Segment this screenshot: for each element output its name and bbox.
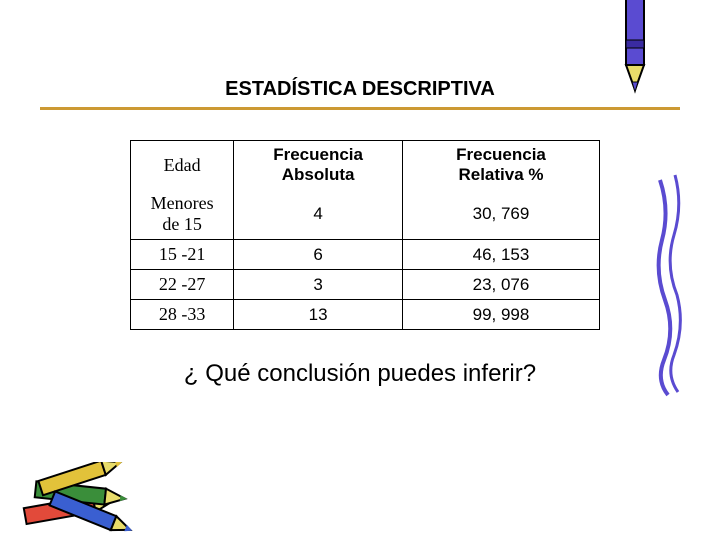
cell-rel: 46, 153 — [403, 240, 600, 270]
table-row: 15 -21 6 46, 153 — [131, 240, 600, 270]
table: Edad Frecuencia Absoluta Frecuencia Rela… — [130, 140, 600, 330]
cell-edad: Menores de 15 — [131, 189, 234, 240]
cell-rel: 23, 076 — [403, 270, 600, 300]
cell-rel: 99, 998 — [403, 300, 600, 330]
table-header-row: Edad Frecuencia Absoluta Frecuencia Rela… — [131, 141, 600, 190]
question-text: ¿ Qué conclusión puedes inferir? — [0, 360, 720, 388]
title-bar: ESTADÍSTICA DESCRIPTIVA — [40, 78, 680, 110]
col-header-rel: Frecuencia Relativa % — [403, 141, 600, 190]
col-header-abs-l1: Frecuencia — [273, 145, 363, 164]
crayons-icon — [20, 462, 190, 532]
cell-edad: 15 -21 — [131, 240, 234, 270]
cell-edad: 22 -27 — [131, 270, 234, 300]
edad-l2: de 15 — [162, 214, 202, 234]
col-header-abs-l2: Absoluta — [282, 165, 355, 184]
table-row: 22 -27 3 23, 076 — [131, 270, 600, 300]
cell-abs: 13 — [234, 300, 403, 330]
cell-edad: 28 -33 — [131, 300, 234, 330]
title-underline — [40, 107, 680, 110]
frequency-table: Edad Frecuencia Absoluta Frecuencia Rela… — [130, 140, 600, 330]
col-header-rel-l2: Relativa % — [458, 165, 543, 184]
page-title: ESTADÍSTICA DESCRIPTIVA — [40, 78, 680, 107]
table-row: Menores de 15 4 30, 769 — [131, 189, 600, 240]
crayon-scribble-icon — [650, 170, 690, 400]
cell-abs: 4 — [234, 189, 403, 240]
cell-abs: 3 — [234, 270, 403, 300]
edad-l1: Menores — [151, 193, 214, 213]
col-header-rel-l1: Frecuencia — [456, 145, 546, 164]
table-row: 28 -33 13 99, 998 — [131, 300, 600, 330]
crayon-icon — [610, 0, 660, 100]
cell-rel: 30, 769 — [403, 189, 600, 240]
cell-abs: 6 — [234, 240, 403, 270]
col-header-edad: Edad — [131, 141, 234, 190]
col-header-abs: Frecuencia Absoluta — [234, 141, 403, 190]
